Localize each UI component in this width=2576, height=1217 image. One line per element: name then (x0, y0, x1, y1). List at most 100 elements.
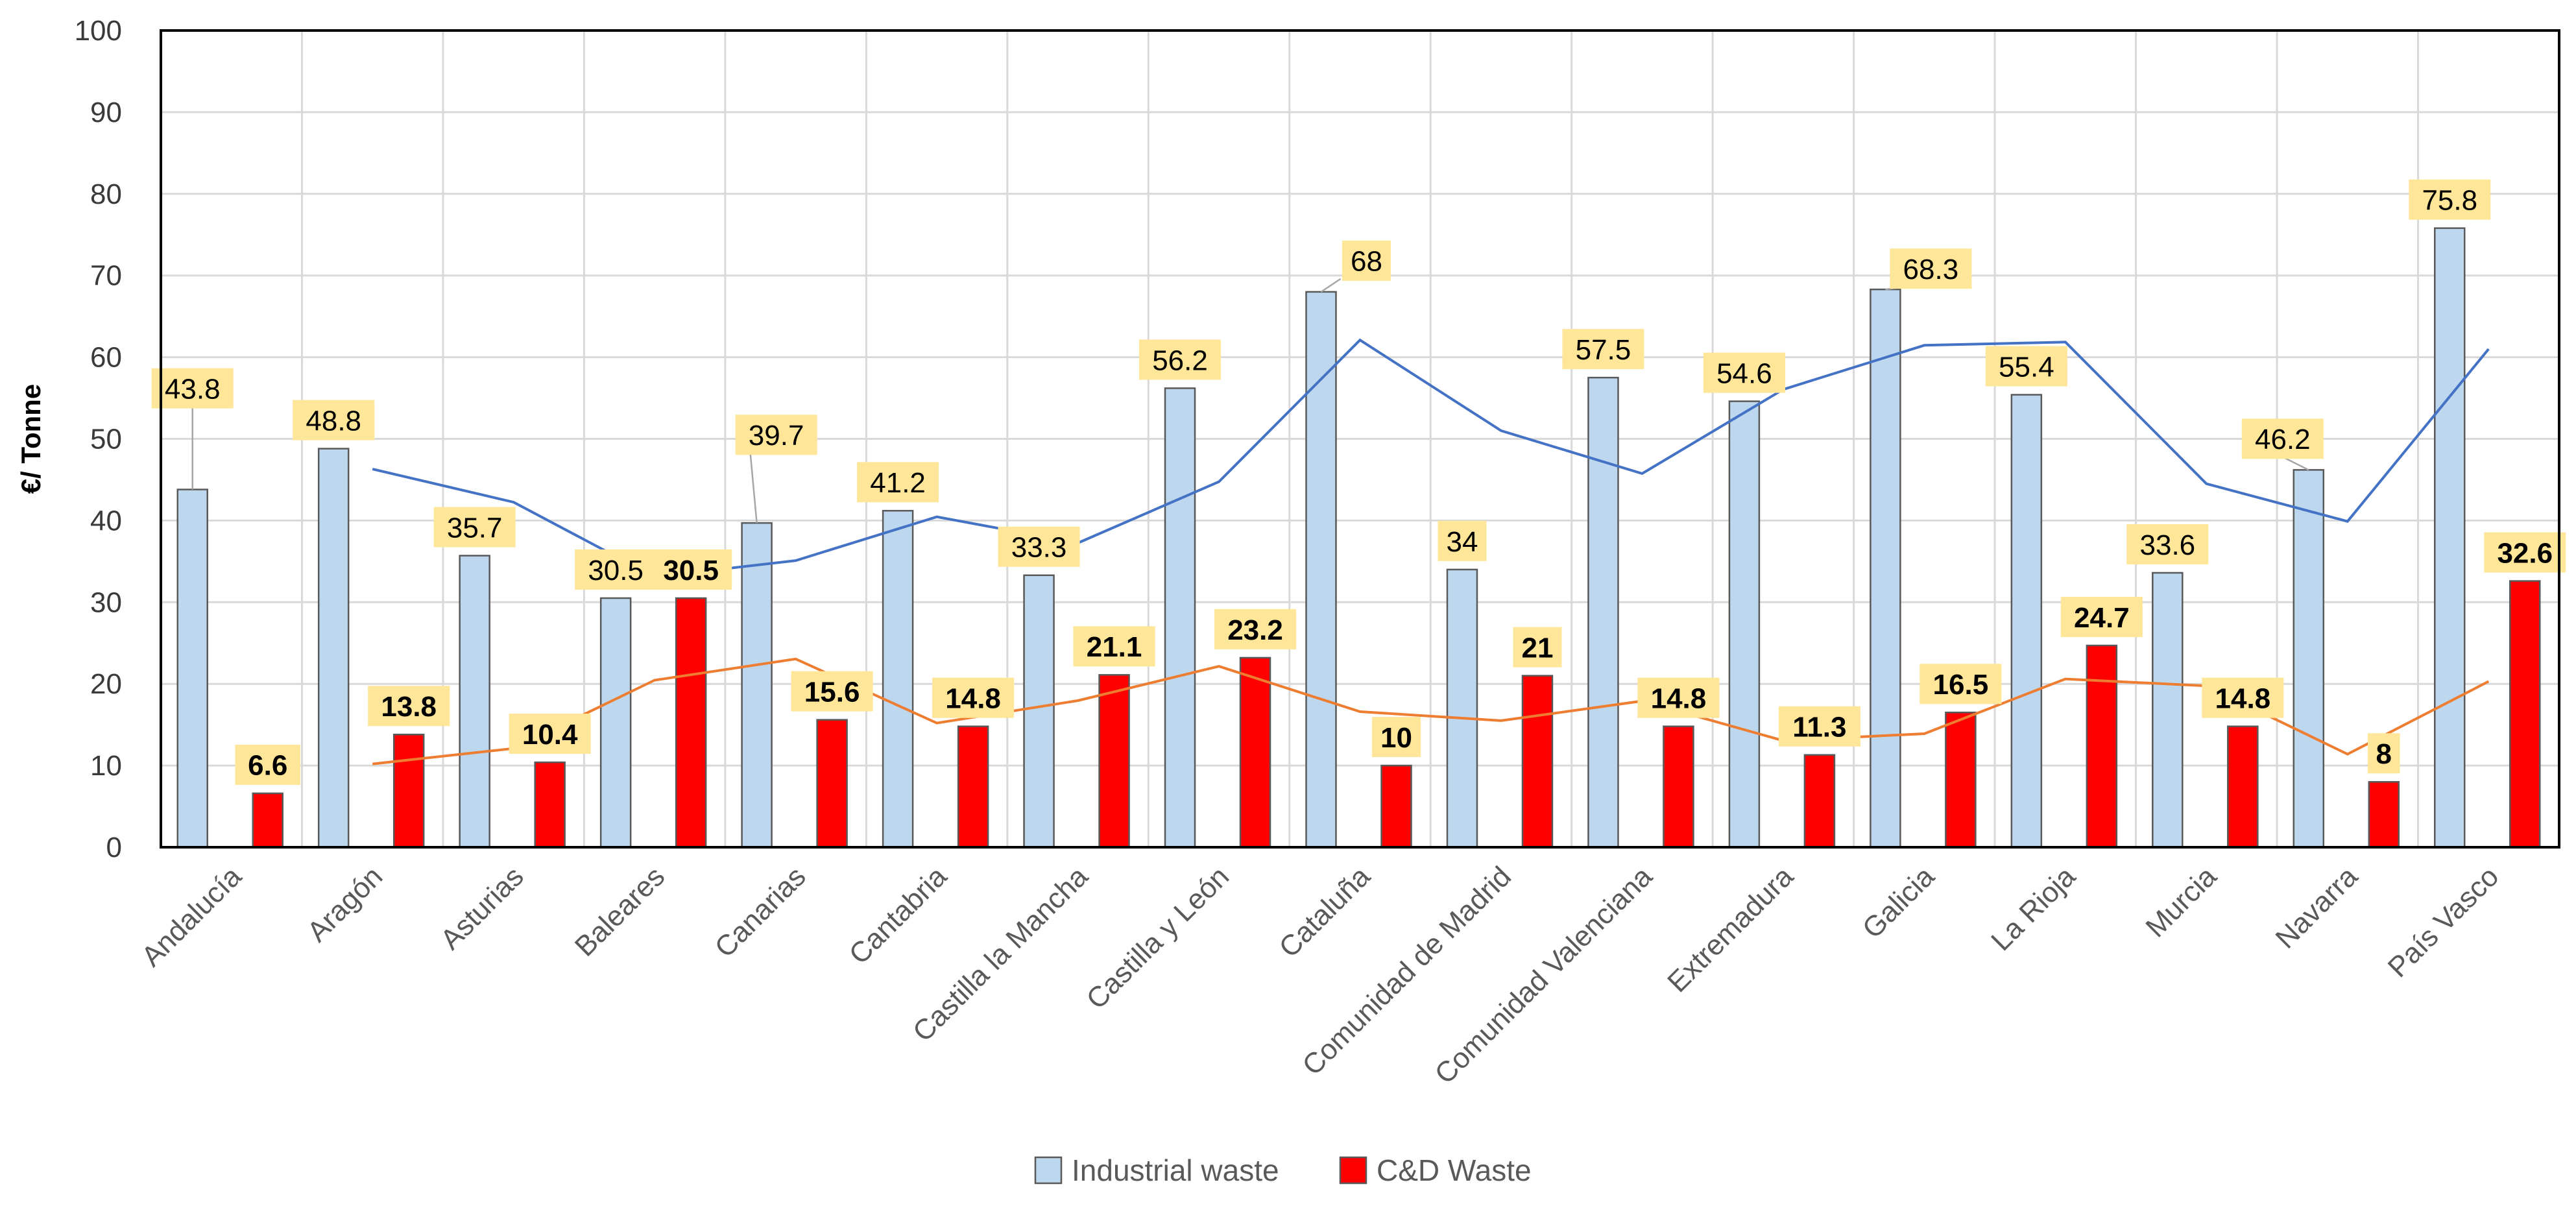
trendline-cd (372, 657, 2490, 765)
x-category-label: La Rioja (1985, 860, 2082, 957)
label-leader-lines (191, 278, 2309, 524)
bar-cd-waste (1521, 675, 1554, 849)
x-category-label: Asturias (435, 860, 530, 956)
y-tick-label: 70 (90, 260, 122, 292)
bar-cd-waste (1380, 764, 1412, 849)
x-category-label: País Vasco (2382, 860, 2505, 983)
x-category-label: Navarra (2270, 860, 2365, 955)
label-industrial-waste-bg (2409, 179, 2491, 220)
label-industrial-waste: 33.6 (2140, 529, 2196, 561)
bar-industrial-waste (1305, 291, 1337, 849)
bar-industrial-waste (1870, 288, 1901, 849)
label-industrial-waste-bg (1985, 346, 2067, 387)
label-cd-waste-bg (1513, 627, 1562, 668)
legend: Industrial waste C&D Waste (1034, 1153, 1532, 1187)
label-cd-waste-bg (932, 677, 1015, 718)
label-industrial-waste: 30.5 (588, 555, 644, 586)
label-industrial-waste-bg (151, 368, 234, 409)
label-cd-waste-bg (1637, 677, 1720, 718)
bar-industrial-waste (317, 448, 350, 849)
legend-swatch-industrial (1034, 1156, 1063, 1185)
y-axis-title: €/ Tonne (16, 384, 46, 494)
label-industrial-waste-bg (2126, 524, 2209, 564)
bar-industrial-waste (1164, 387, 1196, 849)
label-cd-waste: 6.6 (248, 750, 287, 782)
label-cd-waste-bg (1778, 706, 1860, 747)
label-cd-waste: 13.8 (381, 691, 437, 723)
label-industrial-waste-bg (2241, 418, 2324, 459)
label-cd-waste-bg (791, 671, 873, 712)
bar-cd-waste (2368, 781, 2400, 849)
bar-cd-waste (2509, 580, 2541, 849)
bar-cd-waste (392, 734, 425, 849)
label-industrial-waste: 33.3 (1011, 532, 1067, 564)
data-labels: 43.8 6.6 48.8 13.8 35.7 10.4 30.5 30.5 39.7 15.6 4… (151, 179, 2566, 785)
label-cd-waste: 21.1 (1087, 631, 1142, 663)
y-tick-label: 30 (90, 586, 122, 618)
bar-industrial-waste (2293, 469, 2325, 849)
y-tick-label: 10 (90, 750, 122, 782)
bar-industrial-waste (741, 522, 773, 849)
label-industrial-waste-bg (1438, 520, 1487, 561)
label-cd-waste: 23.2 (1227, 614, 1283, 646)
label-industrial-waste-bg (1562, 329, 1644, 370)
label-cd-waste: 24.7 (2074, 602, 2130, 634)
y-tick-label: 0 (106, 832, 122, 863)
x-category-label: Extremadura (1661, 860, 1800, 998)
bar-cd-waste (1803, 754, 1836, 849)
x-category-label: Galicia (1857, 860, 1941, 945)
label-industrial-waste-bg (293, 400, 375, 440)
bar-cd-waste (1663, 725, 1694, 849)
label-cd-waste: 10.4 (522, 719, 578, 751)
y-tick-label: 60 (90, 342, 122, 374)
label-industrial-waste-bg (1342, 240, 1391, 281)
label-cd-waste-bg (1371, 717, 1421, 758)
label-cd-waste: 11.3 (1792, 712, 1846, 743)
label-cd-waste: 15.6 (804, 676, 860, 708)
y-tick-label: 40 (90, 505, 122, 536)
label-cd-waste: 14.8 (945, 683, 1001, 715)
y-tick-label: 100 (75, 15, 122, 47)
bar-industrial-waste (1023, 574, 1055, 849)
bar-cd-waste (1945, 712, 1977, 849)
bar-industrial-waste (459, 555, 490, 849)
label-industrial-waste: 43.8 (165, 373, 221, 405)
label-cd-waste: 14.8 (1651, 683, 1707, 715)
bar-cd-waste (1239, 657, 1271, 849)
label-cd-waste: 14.8 (2215, 683, 2271, 715)
y-tick-label: 80 (90, 178, 122, 210)
bar-cd-waste (816, 719, 848, 849)
label-cd-waste-bg (2484, 532, 2566, 573)
label-industrial-waste: 54.6 (1716, 357, 1772, 389)
label-cd-waste-bg (509, 714, 591, 754)
x-category-label: Cataluña (1273, 860, 1377, 964)
label-industrial-waste: 41.2 (870, 467, 926, 499)
y-tick-label: 50 (90, 424, 122, 455)
label-industrial-waste-bg (1890, 248, 1972, 289)
label-industrial-waste: 56.2 (1152, 344, 1208, 376)
x-category-label: Castilla y León (1080, 860, 1235, 1015)
bar-cd-waste (2227, 725, 2259, 849)
label-industrial-waste-bg (857, 462, 939, 503)
x-category-label: Aragón (301, 860, 389, 948)
bar-industrial-waste (1728, 400, 1761, 849)
bar-industrial-waste (1587, 376, 1619, 849)
bar-cd-waste (252, 792, 283, 849)
label-cd-waste: 30.5 (663, 555, 719, 586)
bar-industrial-waste (2152, 572, 2184, 849)
label-cd-waste: 32.6 (2497, 537, 2553, 569)
label-industrial-waste-bg (433, 507, 516, 548)
label-industrial-waste: 39.7 (749, 420, 804, 452)
bar-industrial-waste (2010, 394, 2043, 849)
bar-cd-waste (534, 761, 566, 849)
legend-swatch-cd (1339, 1156, 1367, 1185)
x-category-label: Andalucía (136, 860, 248, 972)
label-industrial-waste: 68 (1351, 246, 1382, 278)
label-cd-waste-bg (1214, 608, 1297, 649)
x-category-label: Baleares (569, 860, 671, 962)
label-cd-waste-bg (1073, 626, 1155, 667)
y-tick-label: 90 (90, 97, 122, 128)
label-industrial-waste-bg (735, 415, 817, 455)
